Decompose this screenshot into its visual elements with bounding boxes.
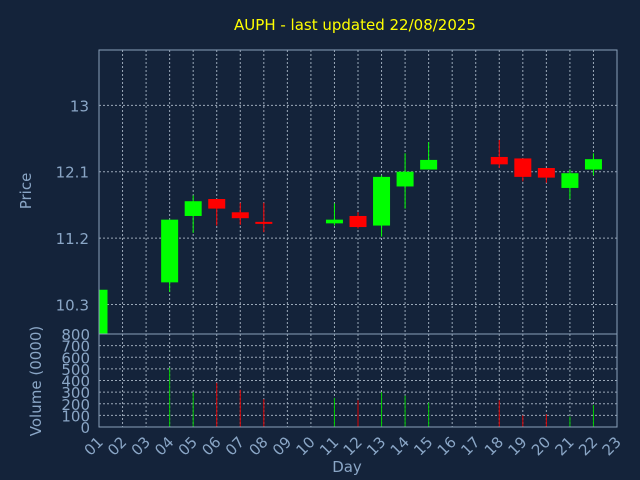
volume-tick-label: 700 bbox=[61, 338, 90, 356]
candle bbox=[420, 142, 438, 170]
x-tick-label: 08 bbox=[245, 433, 271, 459]
candle-body bbox=[584, 159, 602, 170]
x-tick-label: 11 bbox=[316, 433, 342, 459]
x-axis: 0102030405060708091011121314151617181920… bbox=[81, 433, 625, 459]
price-axis-label: Price bbox=[17, 173, 35, 210]
price-tick-label: 10.3 bbox=[56, 296, 89, 314]
candle-body bbox=[255, 221, 273, 224]
candle-body bbox=[537, 168, 555, 178]
candle-body bbox=[561, 173, 579, 188]
x-tick-label: 14 bbox=[387, 433, 413, 459]
candle-body bbox=[99, 289, 108, 334]
candle-body bbox=[325, 219, 343, 224]
candle-body bbox=[514, 158, 532, 177]
candle bbox=[99, 289, 108, 334]
candle bbox=[184, 195, 202, 233]
candle bbox=[373, 175, 391, 237]
candle-body bbox=[208, 199, 226, 209]
x-tick-label: 23 bbox=[599, 433, 625, 459]
candle-body bbox=[396, 171, 414, 187]
candle-body bbox=[231, 212, 249, 219]
x-tick-label: 21 bbox=[552, 433, 578, 459]
price-panel: 13 12.1 11.2 10.3 bbox=[56, 49, 618, 335]
candle bbox=[255, 202, 273, 233]
candle bbox=[514, 158, 532, 182]
x-tick-label: 13 bbox=[363, 433, 389, 459]
candle-body bbox=[373, 176, 391, 226]
volume-axis-label: Volume (0000) bbox=[27, 326, 45, 436]
candle-body bbox=[349, 215, 367, 228]
candle bbox=[561, 169, 579, 200]
candle bbox=[490, 139, 508, 169]
candle bbox=[349, 212, 367, 229]
x-tick-label: 06 bbox=[198, 433, 224, 459]
volume-tick-label: 500 bbox=[61, 361, 90, 379]
x-tick-label: 02 bbox=[104, 433, 130, 459]
x-tick-label: 19 bbox=[504, 433, 530, 459]
volume-tick-label: 400 bbox=[61, 373, 90, 391]
x-tick-label: 09 bbox=[269, 433, 295, 459]
x-tick-label: 01 bbox=[81, 433, 107, 459]
x-tick-label: 07 bbox=[222, 433, 248, 459]
candle bbox=[537, 168, 555, 183]
candle-body bbox=[490, 156, 508, 165]
x-tick-label: 16 bbox=[434, 433, 460, 459]
candle bbox=[231, 202, 249, 225]
volume-tick-label: 100 bbox=[61, 407, 90, 425]
chart-title: AUPH - last updated 22/08/2025 bbox=[234, 16, 476, 34]
candle bbox=[584, 153, 602, 176]
price-tick-label: 12.1 bbox=[56, 164, 89, 182]
candle-body bbox=[420, 159, 438, 170]
candle bbox=[325, 203, 343, 226]
price-tick-label: 13 bbox=[70, 97, 89, 115]
candle bbox=[396, 153, 414, 209]
volume-tick-label: 300 bbox=[61, 384, 90, 402]
x-tick-label: 12 bbox=[340, 433, 366, 459]
candle bbox=[208, 199, 226, 226]
x-tick-label: 03 bbox=[128, 433, 154, 459]
candles-group bbox=[99, 139, 602, 334]
volume-frame bbox=[98, 333, 618, 428]
candle-body bbox=[161, 219, 179, 283]
volume-tick-label: 0 bbox=[80, 419, 90, 437]
x-tick-label: 20 bbox=[528, 433, 554, 459]
x-tick-label: 17 bbox=[457, 433, 483, 459]
volume-tick-label: 800 bbox=[61, 326, 90, 344]
x-tick-label: 15 bbox=[410, 433, 436, 459]
x-tick-label: 04 bbox=[151, 433, 177, 459]
x-tick-label: 10 bbox=[293, 433, 319, 459]
price-tick-label: 11.2 bbox=[56, 230, 89, 248]
x-tick-label: 05 bbox=[175, 433, 201, 459]
x-axis-label: Day bbox=[332, 458, 362, 476]
x-tick-label: 18 bbox=[481, 433, 507, 459]
x-tick-label: 22 bbox=[575, 433, 601, 459]
candle-body bbox=[184, 201, 202, 216]
volume-tick-label: 200 bbox=[61, 396, 90, 414]
volume-tick-label: 600 bbox=[61, 349, 90, 367]
candle bbox=[161, 219, 179, 292]
